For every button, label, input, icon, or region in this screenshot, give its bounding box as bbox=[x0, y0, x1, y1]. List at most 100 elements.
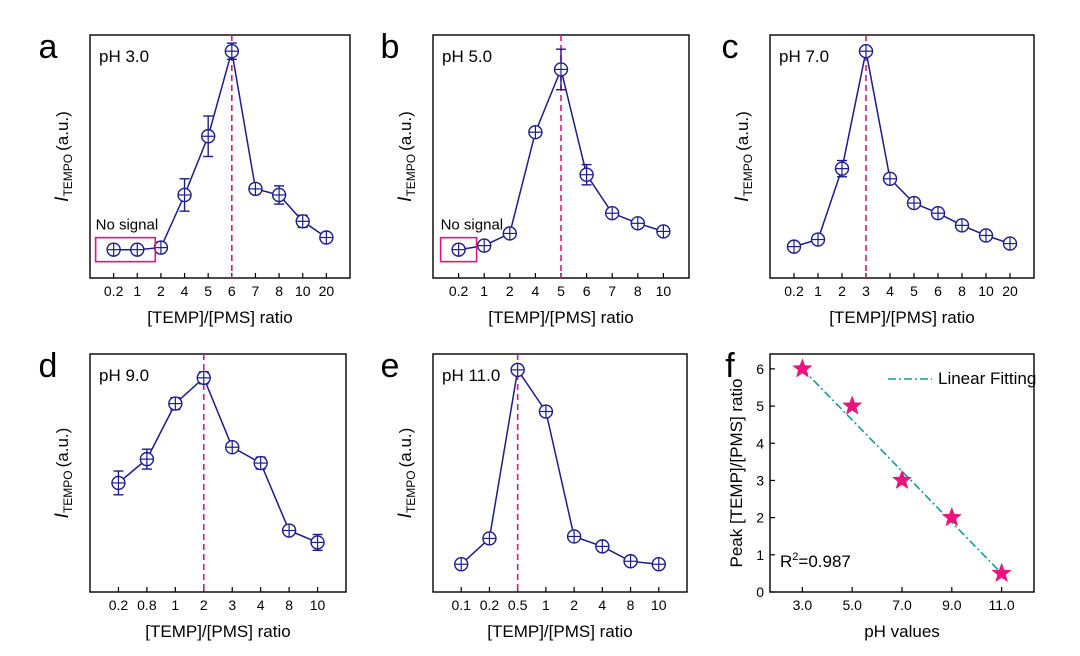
data-point bbox=[451, 242, 466, 257]
x-axis-label: [TEMP]/[PMS] ratio bbox=[147, 308, 292, 327]
no-signal-box bbox=[94, 236, 157, 263]
r-squared-base: R bbox=[780, 552, 792, 571]
x-tick-label: 2 bbox=[157, 283, 165, 299]
panel-label: d bbox=[39, 347, 58, 385]
x-tick-label: 1 bbox=[542, 597, 550, 613]
x-tick-label: 2 bbox=[200, 597, 208, 613]
x-tick-label: 2 bbox=[506, 283, 514, 299]
y-tick-label: 1 bbox=[756, 547, 764, 563]
data-point bbox=[906, 195, 922, 211]
data-point bbox=[538, 404, 554, 419]
data-point bbox=[200, 129, 216, 144]
data-point bbox=[656, 224, 671, 239]
data-point bbox=[595, 539, 610, 554]
data-point bbox=[810, 232, 826, 247]
ph-annotation: pH 3.0 bbox=[99, 47, 149, 66]
data-point bbox=[454, 557, 469, 572]
x-tick-label: 10 bbox=[978, 283, 994, 299]
data-point bbox=[196, 370, 211, 385]
y-axis-label: ITEMPO (a.u.) bbox=[395, 428, 418, 519]
plot-frame bbox=[89, 34, 351, 279]
y-label-subscript: TEMPO bbox=[61, 470, 75, 513]
x-tick-label: 0.2 bbox=[449, 283, 469, 299]
y-label-symbol: I bbox=[52, 512, 73, 518]
data-point bbox=[224, 44, 240, 59]
x-axis-label: [TEMP]/[PMS] ratio bbox=[488, 308, 633, 327]
x-tick-label: 0.5 bbox=[508, 597, 528, 613]
series-line bbox=[113, 50, 327, 251]
r-squared-annotation: R2=0.987 bbox=[780, 551, 851, 571]
data-point bbox=[882, 171, 898, 186]
x-tick-label: 3 bbox=[228, 597, 236, 613]
data-point bbox=[954, 218, 970, 233]
y-axis-label: ITEMPO (a.u.) bbox=[52, 111, 75, 202]
data-point bbox=[225, 440, 240, 455]
data-point bbox=[579, 167, 594, 182]
panel-a: a 0.2 1 2 4 5 6 7 8 10 20 [TEMP]/[PMS] ratio ITEMPO (… bbox=[39, 28, 351, 327]
data-point bbox=[153, 240, 169, 255]
panel-e: e 0.1 0.2 0.5 1 2 4 8 10 [TEMP]/[PMS] ratio ITEMPO… bbox=[381, 347, 688, 641]
r-squared-exponent: 2 bbox=[792, 551, 798, 563]
y-axis-label: Peak [TEMP]/[PMS] ratio bbox=[727, 379, 746, 568]
x-tick-label: 1 bbox=[814, 283, 822, 299]
panel-label: f bbox=[725, 347, 735, 385]
y-axis-label: ITEMPO (a.u.) bbox=[732, 111, 755, 202]
panel-b: b 0.2 1 2 4 5 6 7 8 10 [TEMP]/[PMS] ratio ITEMPO (a.… bbox=[381, 28, 690, 327]
x-tick-label: 0.1 bbox=[451, 597, 471, 613]
x-tick-label: 3 bbox=[862, 283, 870, 299]
data-point bbox=[253, 455, 268, 471]
star-marker bbox=[941, 506, 962, 527]
y-label-unit: (a.u.) bbox=[53, 428, 72, 468]
x-tick-label: 8 bbox=[275, 283, 283, 299]
data-point bbox=[786, 239, 802, 254]
y-label-symbol: I bbox=[732, 196, 753, 202]
star-marker bbox=[991, 562, 1012, 583]
panel-d: d 0.2 0.8 1 2 3 4 8 10 [TEMP]/[PMS] ratio ITEMPO (a… bbox=[39, 347, 347, 641]
data-point bbox=[651, 557, 666, 572]
x-tick-label: 0.8 bbox=[137, 597, 157, 613]
data-point bbox=[605, 205, 620, 221]
no-signal-label: No signal bbox=[96, 217, 159, 234]
x-tick-label: 4 bbox=[257, 597, 265, 613]
star-marker bbox=[792, 358, 813, 378]
ph-annotation: pH 5.0 bbox=[442, 47, 492, 66]
data-point bbox=[623, 554, 638, 569]
data-point bbox=[319, 230, 334, 245]
panel-c: c 0.2 1 2 3 4 5 6 8 10 20 [TEMP]/[PMS] ratio ITEMPO (… bbox=[722, 28, 1035, 327]
y-label-unit: (a.u.) bbox=[53, 111, 72, 151]
y-label-subscript: TEMPO bbox=[404, 470, 418, 513]
y-label-subscript: TEMPO bbox=[404, 154, 418, 197]
x-tick-label: 4 bbox=[598, 597, 606, 613]
r-squared-value: =0.987 bbox=[798, 552, 850, 571]
y-tick-label: 6 bbox=[756, 361, 764, 377]
y-label-symbol: I bbox=[395, 196, 416, 202]
ph-annotation: pH 11.0 bbox=[442, 366, 500, 385]
y-label-symbol: I bbox=[395, 512, 416, 518]
data-point bbox=[482, 531, 497, 546]
x-axis-label: pH values bbox=[864, 622, 940, 641]
y-tick-label: 4 bbox=[756, 435, 764, 451]
data-point bbox=[630, 216, 645, 231]
x-tick-label: 20 bbox=[1002, 283, 1018, 299]
series-line bbox=[793, 51, 1011, 248]
data-point bbox=[248, 181, 263, 197]
y-tick-label: 5 bbox=[756, 398, 764, 414]
x-tick-label: 5 bbox=[204, 283, 212, 299]
y-label-unit: (a.u.) bbox=[396, 111, 415, 151]
plot-frame bbox=[89, 353, 347, 593]
y-tick-label: 2 bbox=[756, 510, 764, 526]
data-point bbox=[834, 161, 850, 176]
x-tick-label: 8 bbox=[634, 283, 642, 299]
x-tick-label: 1 bbox=[171, 597, 179, 613]
star-marker bbox=[842, 395, 863, 415]
x-tick-label: 0.2 bbox=[109, 597, 129, 613]
y-axis-label: ITEMPO (a.u.) bbox=[52, 428, 75, 519]
x-tick-label: 6 bbox=[583, 283, 591, 299]
data-point bbox=[310, 535, 325, 550]
data-point bbox=[281, 523, 297, 538]
x-tick-label: 6 bbox=[934, 283, 942, 299]
x-tick-label: 9.0 bbox=[942, 597, 962, 613]
plot-frame bbox=[769, 34, 1035, 279]
y-label-symbol: I bbox=[52, 196, 73, 202]
